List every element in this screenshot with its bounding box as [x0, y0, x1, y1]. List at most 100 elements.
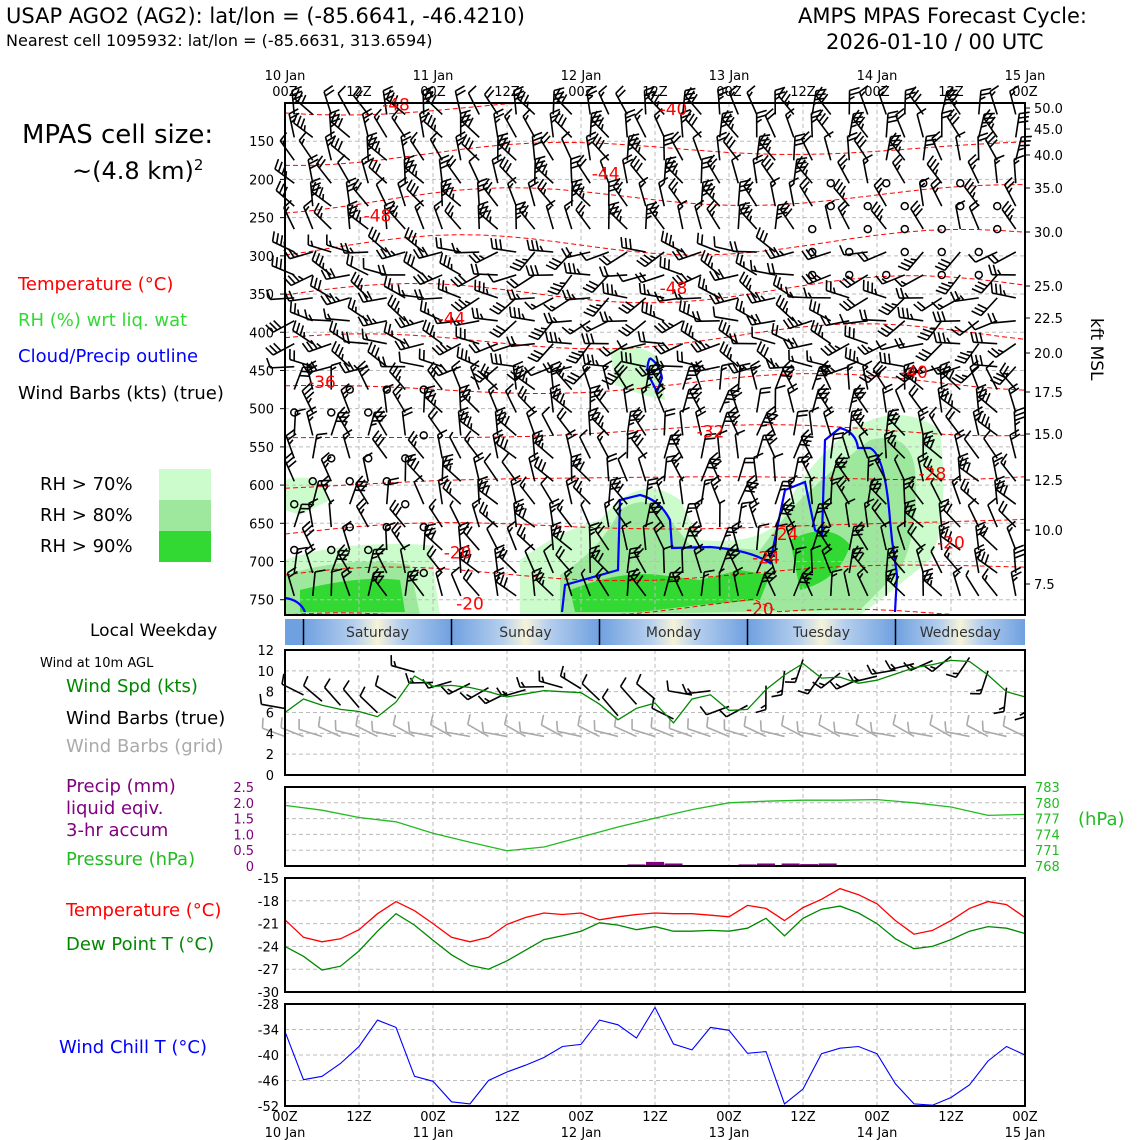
true-wind-barb — [374, 675, 397, 699]
wind-barb — [468, 153, 480, 184]
barb-flag — [701, 155, 713, 161]
barb-flag — [355, 475, 364, 485]
barb-flag — [304, 309, 309, 320]
wind-barb — [472, 452, 485, 482]
barb-flag — [900, 261, 911, 268]
wind-barb — [930, 546, 943, 574]
top-hour-label: 12Z — [494, 85, 520, 100]
wind-barb — [1001, 200, 1017, 230]
barb-flag — [748, 497, 759, 505]
wind-barb — [628, 133, 647, 161]
barb-flag — [371, 229, 377, 240]
barb-flag — [731, 387, 742, 395]
barb-flag — [791, 337, 799, 348]
true-wind-barb — [681, 683, 711, 695]
wind-barb — [348, 204, 369, 230]
wind-barb — [493, 108, 505, 138]
barb-flag — [932, 162, 940, 172]
barb-flag — [408, 567, 417, 578]
barb-flag — [994, 283, 998, 294]
grid-wind-barb — [466, 714, 489, 738]
barb-flag — [460, 348, 464, 359]
barb-flag — [532, 136, 543, 142]
barb-flag — [518, 201, 527, 211]
wind-barb — [387, 294, 406, 322]
barb-flag — [368, 157, 375, 168]
wind-barb — [501, 453, 517, 482]
barb-flag — [981, 389, 988, 401]
wind-barb — [729, 241, 757, 253]
barb-flag — [331, 340, 337, 352]
barb-shaft — [399, 549, 407, 574]
barb-flag — [831, 476, 843, 482]
barb-flag — [778, 297, 785, 308]
wind-barb — [731, 520, 743, 551]
barb-flag — [362, 291, 369, 302]
wind-barb — [302, 199, 314, 230]
barb-flag — [655, 524, 665, 534]
wind-barb — [541, 406, 554, 436]
wind-barb — [942, 500, 961, 528]
barb-flag — [506, 373, 516, 382]
wind-barb — [930, 477, 943, 505]
grid-wind-barb — [796, 721, 822, 738]
barb-flag — [443, 254, 448, 266]
barb-flag — [586, 85, 597, 92]
barb-flag — [888, 408, 900, 413]
temperature-label: -48 — [660, 279, 688, 299]
barb-flag — [265, 324, 274, 333]
barb-shaft — [580, 504, 591, 528]
barb-flag — [371, 430, 380, 440]
barb-flag — [706, 200, 715, 210]
barb-flag — [689, 520, 698, 530]
barb-flag — [392, 383, 401, 393]
wind-barb — [528, 320, 554, 341]
barb-flag — [318, 187, 324, 198]
true-wind-barb — [847, 672, 878, 683]
wind-barb — [560, 131, 573, 161]
barb-flag — [865, 370, 876, 378]
barb-flag — [857, 414, 865, 425]
barb-flag — [932, 311, 938, 322]
wind-barb — [636, 251, 665, 268]
wind-barb — [375, 543, 388, 574]
true-wind-barb — [559, 665, 582, 690]
barb-flag — [407, 229, 414, 241]
wind-barb — [337, 154, 351, 184]
barb-shaft — [855, 723, 878, 738]
barb-flag — [788, 374, 793, 381]
barb-flag — [860, 123, 865, 130]
barb-flag — [690, 343, 698, 353]
barb-flag — [541, 163, 548, 174]
barb-flag — [958, 457, 969, 463]
barb-shaft — [581, 683, 601, 701]
barb-flag — [765, 428, 775, 437]
barb-shaft — [734, 434, 740, 459]
barb-flag — [464, 389, 472, 400]
barb-flag — [1013, 154, 1025, 161]
barb-flag — [594, 521, 603, 531]
wind-barb — [307, 498, 319, 528]
barb-flag — [853, 676, 859, 682]
barb-flag — [356, 498, 365, 507]
barb-flag — [698, 340, 707, 350]
barb-flag — [645, 302, 648, 314]
barb-flag — [352, 86, 361, 96]
barb-flag — [760, 386, 772, 390]
barb-flag — [917, 452, 928, 459]
barb-flag — [766, 112, 776, 121]
wind-barb — [655, 474, 666, 505]
wind-barb — [889, 132, 906, 161]
wind-barb — [506, 274, 536, 289]
barb-flag — [585, 283, 596, 290]
barb-shaft — [530, 365, 554, 377]
wind-barb — [266, 357, 295, 369]
barb-flag — [947, 281, 954, 285]
barb-flag — [541, 676, 545, 683]
wind-barb — [563, 199, 574, 230]
wind-barb — [572, 180, 591, 207]
barb-flag — [875, 340, 883, 350]
barb-flag — [955, 131, 966, 138]
barb-flag — [458, 406, 469, 413]
barb-flag — [803, 187, 808, 194]
